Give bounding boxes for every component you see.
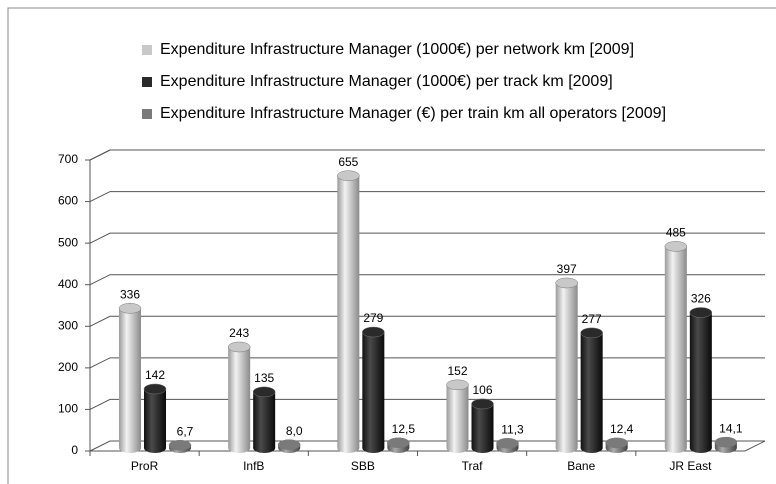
bar	[118, 303, 142, 453]
y-tick-label: 200	[58, 360, 78, 374]
data-label: 12,5	[392, 422, 416, 436]
data-label: 152	[447, 364, 467, 378]
data-label: 243	[229, 326, 249, 340]
data-label: 11,3	[501, 422, 524, 436]
bar	[277, 439, 301, 453]
bar	[387, 437, 410, 453]
data-label: 326	[691, 292, 711, 306]
y-tick-label: 300	[58, 318, 78, 332]
bar	[143, 383, 167, 453]
bar-body	[362, 332, 385, 448]
y-tick-label: 100	[58, 402, 78, 416]
grid-line	[89, 315, 765, 327]
bar-body	[555, 282, 578, 448]
data-label: 8,0	[286, 424, 303, 438]
bar	[337, 170, 360, 453]
bar-top	[387, 437, 410, 449]
bar-body	[253, 391, 276, 448]
bar-body	[580, 332, 603, 448]
bar-top	[118, 303, 142, 314]
bar-top	[337, 170, 360, 181]
bar-top	[689, 307, 713, 318]
bar-body	[664, 246, 687, 448]
legend-swatch	[142, 109, 152, 119]
bar-body	[471, 403, 494, 448]
x-tick-label: JR East	[669, 459, 712, 473]
grid-line	[89, 191, 765, 203]
bar-top	[168, 439, 192, 451]
grid-line	[89, 357, 765, 369]
bar	[446, 379, 469, 453]
bar	[496, 438, 519, 453]
data-label: 485	[666, 226, 686, 240]
legend-label: Expenditure Infrastructure Manager (1000…	[160, 73, 613, 90]
y-tick-label: 500	[58, 235, 78, 249]
data-label: 14,1	[719, 421, 743, 435]
bar-top	[277, 439, 301, 450]
bar	[227, 341, 251, 453]
frame	[7, 7, 776, 484]
data-label: 135	[254, 371, 274, 385]
x-tick-label: Bane	[567, 459, 595, 473]
y-tick-label: 600	[58, 194, 78, 208]
grid-line	[89, 232, 765, 244]
bar-top	[605, 437, 628, 449]
bar-body	[144, 388, 166, 448]
bar	[714, 436, 738, 453]
bar-top	[227, 341, 251, 353]
bar-top	[496, 438, 519, 449]
bar-top	[580, 327, 603, 339]
data-label: 142	[145, 368, 165, 382]
bar-top	[664, 241, 688, 252]
x-tick-label: ProR	[131, 459, 159, 473]
grid-line	[89, 274, 765, 286]
legend-label: Expenditure Infrastructure Manager (€) p…	[160, 105, 666, 122]
floor	[90, 440, 766, 452]
bar	[689, 307, 713, 453]
data-label: 279	[363, 311, 383, 325]
bar	[605, 437, 628, 453]
bar	[555, 277, 578, 453]
y-tick-label: 0	[71, 443, 78, 457]
data-label: 12,4	[610, 422, 634, 436]
bar-body	[689, 312, 712, 448]
bar-body	[337, 175, 360, 448]
bar-top	[446, 379, 469, 391]
x-tick-label: InfB	[243, 459, 264, 473]
x-tick-label: SBB	[351, 459, 375, 473]
legend-swatch	[142, 77, 152, 87]
bar	[664, 241, 688, 453]
data-label: 6,7	[177, 424, 194, 438]
bar-top	[714, 436, 738, 448]
x-tick-label: Traf	[462, 459, 484, 473]
data-label: 397	[557, 262, 577, 276]
bar-top	[362, 326, 385, 338]
bar	[168, 439, 192, 453]
bar-top	[471, 398, 494, 410]
data-label: 106	[472, 383, 492, 397]
bar	[252, 386, 276, 453]
bar	[580, 327, 603, 453]
bar	[471, 398, 494, 453]
bar-body	[119, 308, 141, 448]
data-label: 277	[582, 312, 602, 326]
grid-line	[89, 398, 765, 410]
data-label: 336	[120, 287, 140, 301]
bar-top	[252, 386, 276, 398]
bar-top	[555, 277, 578, 289]
data-label: 655	[338, 155, 358, 169]
grid-line	[89, 149, 765, 161]
legend-label: Expenditure Infrastructure Manager (1000…	[160, 41, 634, 58]
y-tick-label: 700	[58, 152, 78, 166]
bar-body	[228, 346, 251, 448]
grid-line	[89, 440, 765, 452]
bar-body	[446, 384, 469, 448]
back-wall-edge	[89, 149, 111, 451]
bar-top	[143, 383, 167, 395]
y-tick-label: 400	[58, 277, 78, 291]
legend-swatch	[142, 45, 152, 55]
bar	[362, 326, 385, 453]
